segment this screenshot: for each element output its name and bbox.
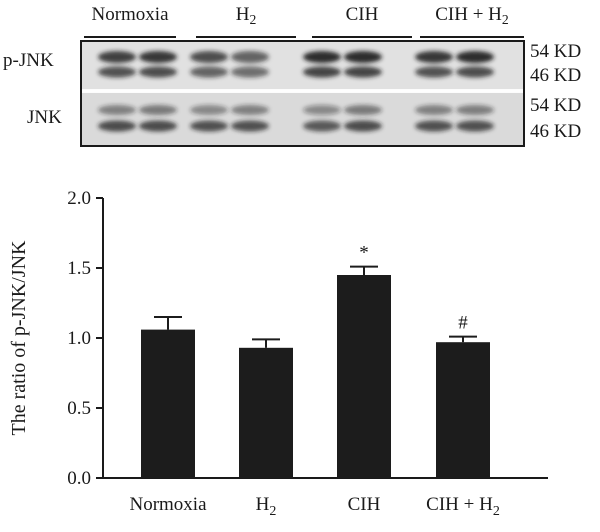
blot-band bbox=[98, 51, 136, 63]
blot-band bbox=[344, 105, 382, 115]
blot-band bbox=[190, 51, 228, 63]
y-tick-label: 0.5 bbox=[67, 398, 91, 419]
blot-band bbox=[456, 66, 494, 78]
blot-band bbox=[231, 66, 269, 78]
blot-band bbox=[139, 66, 177, 78]
blot-band bbox=[303, 105, 341, 115]
y-axis-label: The ratio of p-JNK/JNK bbox=[8, 240, 30, 436]
blot-band bbox=[190, 66, 228, 78]
blot-band bbox=[303, 120, 341, 132]
y-tick-label: 0.0 bbox=[67, 468, 91, 489]
blot-band bbox=[98, 66, 136, 78]
blot-group-underline-cih bbox=[312, 36, 412, 38]
blot-band bbox=[415, 105, 453, 115]
significance-marker: * bbox=[359, 243, 369, 264]
x-tick-label: CIH + H2 bbox=[426, 494, 500, 519]
blot-band bbox=[415, 120, 453, 132]
blot-band bbox=[139, 105, 177, 115]
blot-size-label-jnk-54: 54 KD bbox=[530, 95, 582, 116]
blot-group-label-h2: H2 bbox=[235, 4, 257, 28]
blot-band bbox=[344, 51, 382, 63]
significance-marker: # bbox=[458, 313, 468, 334]
blot-band bbox=[303, 66, 341, 78]
blot-band bbox=[98, 120, 136, 132]
blot-band bbox=[139, 51, 177, 63]
blot-band bbox=[190, 120, 228, 132]
blot-group-underline-cih-h2 bbox=[420, 36, 524, 38]
blot-band bbox=[231, 51, 269, 63]
blot-row-label-jnk: JNK bbox=[27, 107, 62, 128]
blot-band bbox=[139, 120, 177, 132]
bar bbox=[436, 342, 490, 478]
bar bbox=[239, 347, 293, 478]
blot-band bbox=[456, 51, 494, 63]
blot-band bbox=[190, 105, 228, 115]
bar-chart: The ratio of p-JNK/JNK 0.0 0.5 1.0 1.5 2.0 *… bbox=[8, 188, 548, 519]
blot-band bbox=[415, 51, 453, 63]
y-tick-label: 1.5 bbox=[67, 258, 91, 279]
western-blot-image bbox=[80, 40, 525, 147]
blot-band bbox=[456, 120, 494, 132]
blot-band bbox=[456, 105, 494, 115]
bar bbox=[141, 329, 195, 478]
blot-band bbox=[344, 120, 382, 132]
blot-size-label-p-jnk-54: 54 KD bbox=[530, 41, 582, 62]
y-tick-label: 2.0 bbox=[67, 188, 91, 209]
x-tick-label: H2 bbox=[256, 494, 277, 519]
blot-band bbox=[231, 120, 269, 132]
blot-size-label-p-jnk-46: 46 KD bbox=[530, 65, 582, 86]
blot-band bbox=[344, 66, 382, 78]
blot-group-label-normoxia: Normoxia bbox=[91, 4, 169, 25]
y-tick-label: 1.0 bbox=[67, 328, 91, 349]
blot-band bbox=[231, 105, 269, 115]
blot-group-label-cih-h2: CIH + H2 bbox=[435, 4, 509, 28]
bar bbox=[337, 275, 391, 478]
x-tick-label: Normoxia bbox=[129, 494, 207, 515]
blot-size-label-jnk-46: 46 KD bbox=[530, 121, 582, 142]
blot-group-underline-h2 bbox=[196, 36, 296, 38]
x-tick-label: CIH bbox=[348, 494, 381, 515]
blot-band bbox=[415, 66, 453, 78]
blot-row-label-p-jnk: p-JNK bbox=[3, 50, 54, 71]
blot-group-underline-normoxia bbox=[84, 36, 176, 38]
blot-group-label-cih: CIH bbox=[345, 4, 379, 25]
blot-band bbox=[303, 51, 341, 63]
blot-band bbox=[98, 105, 136, 115]
western-blot-bands bbox=[82, 42, 523, 145]
